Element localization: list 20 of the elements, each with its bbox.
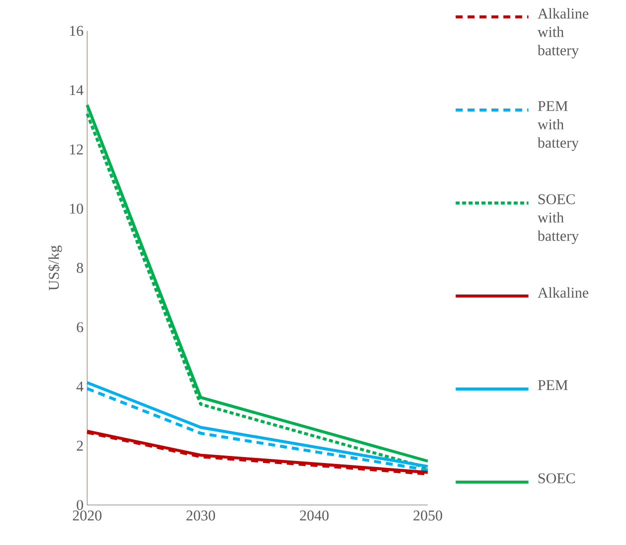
y-tick-label: 14	[70, 85, 84, 96]
x-tick-label: 2050	[414, 510, 442, 521]
legend-label: Alkaline with battery	[538, 8, 588, 58]
y-tick-label: 6	[76, 322, 84, 332]
legend-label: SOEC	[538, 473, 575, 484]
y-tick-label: 4	[76, 382, 84, 392]
x-tick-label: 2040	[300, 510, 329, 521]
legend-label: Alkaline	[538, 287, 588, 298]
x-tick-label: 2020	[72, 510, 102, 521]
y-tick-label: 2	[76, 440, 83, 451]
legend-label: PEM with battery	[538, 101, 579, 151]
y-tick-label: 8	[76, 262, 84, 274]
y-axis-title: US$/kg	[48, 246, 62, 290]
y-tick-label: 12	[70, 144, 83, 154]
legend-label: PEM	[538, 380, 568, 390]
y-tick-label: 16	[70, 26, 84, 36]
y-tick-label: 10	[70, 204, 84, 214]
x-tick-label: 2030	[186, 510, 216, 521]
y-tick-label: 0	[76, 500, 84, 510]
legend-label: SOEC with battery	[538, 194, 579, 244]
